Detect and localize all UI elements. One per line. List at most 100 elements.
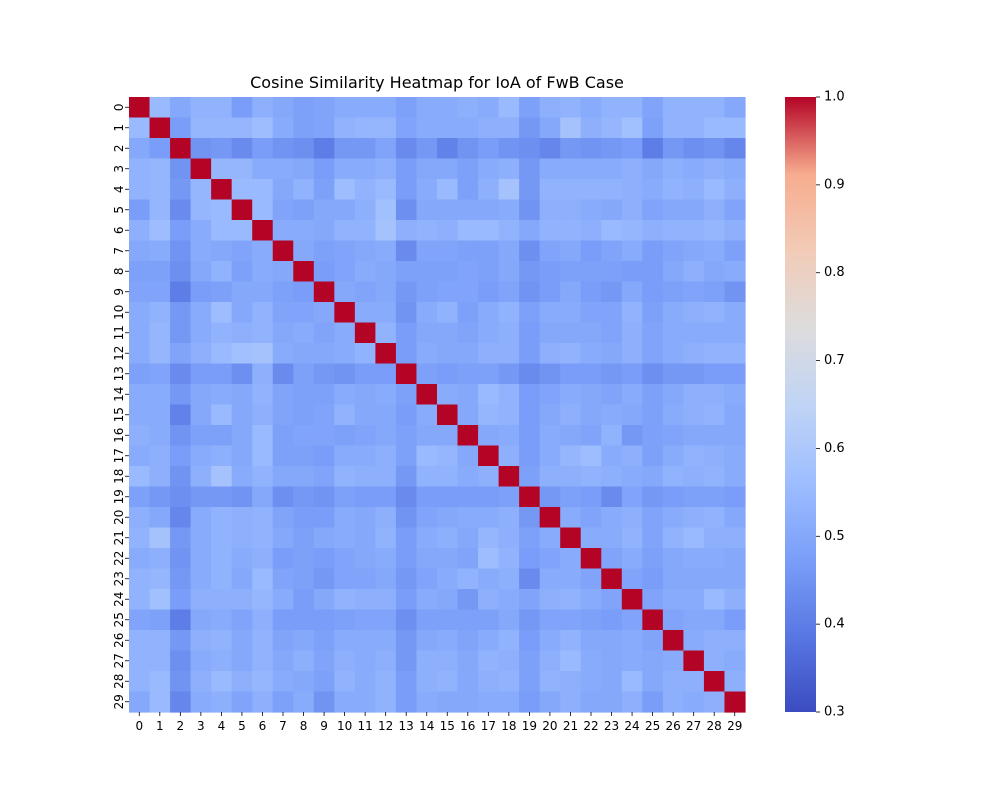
heatmap-cell xyxy=(457,691,479,713)
heatmap-cell xyxy=(149,466,171,488)
heatmap-cell xyxy=(560,343,582,365)
heatmap-cell xyxy=(498,425,520,447)
heatmap-cell xyxy=(539,609,561,631)
heatmap-cell xyxy=(334,343,356,365)
heatmap-cell xyxy=(129,220,151,242)
heatmap-cell xyxy=(149,363,171,385)
heatmap-cell xyxy=(313,343,335,365)
heatmap-cell xyxy=(272,425,294,447)
heatmap-cell xyxy=(211,363,233,385)
heatmap-cell xyxy=(334,220,356,242)
heatmap-cell xyxy=(703,384,726,406)
heatmap-cell xyxy=(395,179,418,201)
heatmap-cell xyxy=(354,671,376,693)
heatmap-cell xyxy=(395,404,418,426)
y-tick-label: 4 xyxy=(112,185,126,193)
heatmap-cell xyxy=(642,363,664,385)
heatmap-cell xyxy=(395,343,418,365)
heatmap-cell xyxy=(129,671,151,693)
heatmap-cell xyxy=(703,261,726,283)
heatmap-cell xyxy=(129,281,151,303)
heatmap-cell xyxy=(129,240,151,262)
heatmap-cell xyxy=(703,568,726,590)
heatmap-cell xyxy=(683,548,705,570)
heatmap-cell xyxy=(601,322,623,344)
heatmap-cell xyxy=(478,138,500,160)
heatmap-cell xyxy=(498,363,520,385)
heatmap-cell xyxy=(313,486,335,508)
heatmap-cell xyxy=(395,322,418,344)
heatmap-cell xyxy=(129,589,151,611)
heatmap-cell xyxy=(662,138,684,160)
heatmap-cell xyxy=(580,548,602,570)
heatmap-cell xyxy=(642,650,664,672)
heatmap-cell xyxy=(437,671,459,693)
heatmap-cell xyxy=(724,609,746,631)
heatmap-cell xyxy=(478,445,500,467)
heatmap-cell xyxy=(334,589,356,611)
heatmap-cell xyxy=(395,384,418,406)
heatmap-cell xyxy=(170,220,192,242)
heatmap-cell xyxy=(662,466,684,488)
heatmap-cell xyxy=(354,302,376,324)
heatmap-cell xyxy=(724,179,746,201)
heatmap-cell xyxy=(252,343,274,365)
heatmap-cell xyxy=(313,302,335,324)
heatmap-cell xyxy=(211,568,233,590)
heatmap-cell xyxy=(375,220,397,242)
heatmap-cell xyxy=(601,138,623,160)
x-tick-label: 7 xyxy=(279,719,287,733)
heatmap-cell xyxy=(560,158,582,180)
heatmap-cell xyxy=(724,548,746,570)
heatmap-cell xyxy=(580,117,602,139)
heatmap-cell xyxy=(560,322,582,344)
heatmap-cell xyxy=(149,609,171,631)
heatmap-cell xyxy=(231,568,253,590)
heatmap-cell xyxy=(272,97,294,119)
heatmap-cell xyxy=(662,691,684,713)
heatmap-cell xyxy=(293,691,315,713)
x-tick-label: 14 xyxy=(419,719,434,733)
heatmap-cell xyxy=(313,199,335,221)
heatmap-cell xyxy=(272,179,294,201)
heatmap-cell xyxy=(375,486,397,508)
heatmap-cell xyxy=(313,179,335,201)
y-tick-label: 20 xyxy=(112,510,126,525)
heatmap-cell xyxy=(683,199,705,221)
heatmap-cell xyxy=(395,609,418,631)
heatmap-cell xyxy=(498,671,520,693)
heatmap-cell xyxy=(190,445,212,467)
y-tick-label: 18 xyxy=(112,469,126,484)
heatmap-cell xyxy=(457,486,479,508)
heatmap-cell xyxy=(231,261,253,283)
heatmap-cell xyxy=(211,630,233,652)
heatmap-cell xyxy=(642,384,664,406)
heatmap-cell xyxy=(437,363,459,385)
heatmap-cell xyxy=(662,650,684,672)
heatmap-cell xyxy=(478,363,500,385)
heatmap-cell xyxy=(478,466,500,488)
heatmap-cell xyxy=(231,486,253,508)
heatmap-cell xyxy=(252,609,274,631)
heatmap-cell xyxy=(231,343,253,365)
heatmap-cell xyxy=(149,343,171,365)
heatmap-cell xyxy=(539,507,561,529)
heatmap-cell xyxy=(642,302,664,324)
heatmap-cell xyxy=(457,425,479,447)
heatmap-cell xyxy=(190,343,212,365)
colorbar-tick-label: 0.4 xyxy=(824,617,845,632)
heatmap-cell xyxy=(272,568,294,590)
heatmap-cell xyxy=(170,425,192,447)
heatmap-cell xyxy=(478,302,500,324)
heatmap-cell xyxy=(478,507,500,529)
heatmap-cell xyxy=(190,97,212,119)
heatmap-cell xyxy=(539,281,561,303)
heatmap-cell xyxy=(683,117,705,139)
y-tick-label: 21 xyxy=(112,530,126,545)
heatmap-cell xyxy=(416,158,438,180)
heatmap-cell xyxy=(272,445,294,467)
heatmap-cell xyxy=(231,466,253,488)
heatmap-cell xyxy=(683,609,705,631)
heatmap-cell xyxy=(149,425,171,447)
heatmap-cell xyxy=(457,220,479,242)
